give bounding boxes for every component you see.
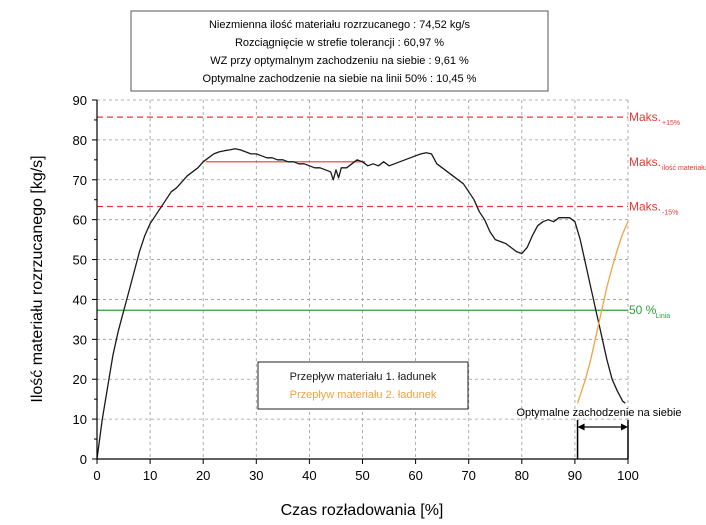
overlap-arrow-head-right	[621, 423, 628, 431]
y-axis-title: Ilość materiału rozrzucanego [kg/s]	[29, 155, 46, 402]
x-tick-label: 10	[143, 468, 157, 483]
x-tick-label: 100	[617, 468, 639, 483]
y-tick-label: 60	[73, 213, 87, 228]
y-tick-label: 20	[73, 372, 87, 387]
reference-label: Maks.	[629, 155, 661, 169]
reference-sub-label: -15%	[662, 210, 678, 217]
x-tick-label: 0	[93, 468, 100, 483]
y-tick-label: 10	[73, 412, 87, 427]
info-line-3: WZ przy optymalnym zachodzeniu na siebie…	[210, 55, 469, 67]
info-line-4: Optymalne zachodzenie na siebie na linii…	[203, 73, 477, 85]
overlap-annotation-label: Optymalne zachodzenie na siebie	[516, 407, 681, 419]
reference-lines: Maks.+15%Maks.ilość materiału rozrzucane…	[97, 110, 706, 320]
info-line-2: Rozciągnięcie w strefie tolerancji : 60,…	[235, 37, 444, 49]
info-line-1: Niezmienna ilość materiału rozrzucanego …	[209, 19, 471, 31]
reference-sub-label: Linia	[655, 313, 670, 320]
reference-label: Maks.	[629, 110, 661, 124]
legend-item-2: Przepływ materiału 2. ładunek	[290, 389, 437, 401]
series-line	[96, 148, 626, 460]
x-tick-label: 30	[249, 468, 263, 483]
y-tick-label: 80	[73, 133, 87, 148]
legend-frame	[257, 361, 469, 410]
reference-sub-label: ilość materiału rozrzucanego	[662, 165, 706, 172]
x-tick-label: 20	[196, 468, 210, 483]
info-box: Niezmienna ilość materiału rozrzucanego …	[130, 10, 549, 92]
reference-sub-label: +15%	[662, 120, 680, 127]
legend-item-1: Przepływ materiału 1. ładunek	[290, 371, 437, 383]
x-tick-label: 70	[461, 468, 475, 483]
series-lines	[96, 148, 629, 460]
x-tick-label: 60	[408, 468, 422, 483]
x-tick-label: 90	[568, 468, 582, 483]
y-tick-label: 70	[73, 173, 87, 188]
x-tick-label: 80	[515, 468, 529, 483]
y-tick-label: 0	[80, 452, 87, 467]
axes: 0 10 20 30 40 50 60 70 80 90 100 0 10 20 30 40 50 60 70 80 9…	[73, 93, 639, 483]
info-box-frame	[130, 10, 549, 92]
reference-label: 50 %	[629, 303, 657, 317]
y-tick-label: 90	[73, 93, 87, 108]
y-tick-label: 40	[73, 292, 87, 307]
legend: Przepływ materiału 1. ładunek Przepływ m…	[257, 361, 469, 410]
series-line	[576, 221, 629, 404]
overlap-arrow-head-left	[577, 423, 585, 431]
x-tick-label: 50	[355, 468, 369, 483]
x-tick-label: 40	[302, 468, 316, 483]
x-axis-title: Czas rozładowania [%]	[281, 502, 444, 519]
overlap-annotation: Optymalne zachodzenie na siebie	[516, 407, 682, 459]
reference-label: Maks.	[629, 200, 661, 214]
y-tick-label: 30	[73, 332, 87, 347]
y-tick-label: 50	[73, 253, 87, 268]
